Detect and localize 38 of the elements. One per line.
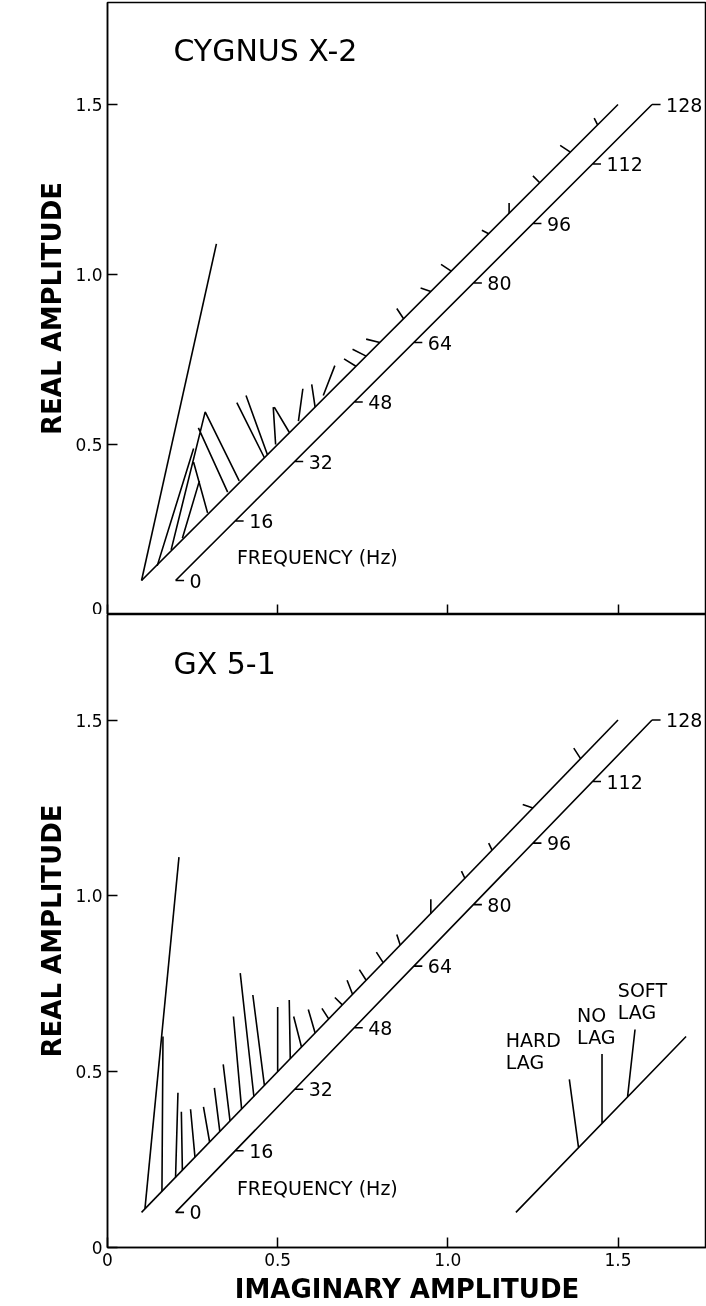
annotation: 112 [606, 770, 643, 793]
annotation: HARD LAG [505, 1028, 561, 1073]
annotation: 112 [606, 153, 643, 175]
y-tick-label: 0 [91, 598, 103, 619]
annotation: 64 [427, 955, 452, 978]
y-tick-label: 1.0 [75, 265, 103, 285]
y-tick-label: 0.5 [75, 1062, 103, 1083]
text: CYGNUS X-2 [173, 33, 358, 69]
annotation: 0 [189, 569, 202, 592]
annotation: NO LAG [577, 1003, 616, 1048]
annotation: 48 [368, 1016, 393, 1039]
x-tick-label: 1.0 [434, 1249, 462, 1270]
annotation: 32 [308, 450, 333, 473]
x-tick-label: 1.5 [604, 1249, 632, 1270]
annotation: 48 [368, 391, 393, 413]
annotation: 96 [546, 212, 572, 235]
annotation: 96 [546, 832, 572, 855]
x-axis-title: IMAGINARY AMPLITUDE [234, 1273, 580, 1304]
x-tick-label: 0.5 [264, 1249, 292, 1270]
annotation: 0 [189, 1201, 202, 1224]
annotation: 64 [427, 331, 452, 354]
annotation: FREQUENCY (Hz) [236, 545, 398, 568]
y-axis-title: REAL AMPLITUDE [37, 804, 68, 1058]
annotation: 16 [249, 1139, 274, 1162]
y-axis-title: REAL AMPLITUDE [37, 181, 68, 435]
y-tick-label: 1.5 [75, 95, 103, 115]
annotation: 80 [487, 893, 512, 916]
y-tick-label: 0.5 [75, 435, 103, 455]
y-tick-label: 1.0 [75, 886, 103, 907]
text: GX 5-1 [173, 646, 276, 682]
y-tick-label: 1.5 [75, 710, 103, 731]
annotation: 16 [249, 510, 274, 532]
annotation: 80 [487, 272, 512, 294]
annotation: 128 [666, 709, 703, 731]
annotation: 32 [308, 1078, 333, 1101]
annotation: SOFT LAG [617, 979, 668, 1024]
annotation: FREQUENCY (Hz) [236, 1177, 398, 1199]
annotation: 128 [666, 93, 703, 116]
